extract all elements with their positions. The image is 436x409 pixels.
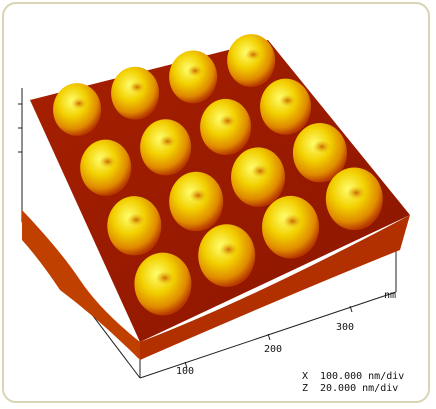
afm-image: nm 300 200 100 X 100.000 nm/div Z 20.000…	[0, 0, 436, 409]
bump-pit	[283, 214, 303, 228]
tick-label: 200	[264, 344, 282, 355]
bump-pit	[99, 155, 117, 168]
bump-pit	[159, 135, 177, 148]
bump-pit	[251, 164, 270, 178]
bump	[169, 50, 217, 103]
bump	[53, 83, 101, 136]
bump-pit	[71, 98, 88, 110]
tick-label: 300	[336, 322, 354, 333]
bump-pit	[189, 189, 208, 203]
bump-pit	[279, 94, 297, 107]
scale-value: 100.000 nm/div	[320, 371, 404, 382]
bump	[227, 34, 275, 87]
bump-pit	[312, 140, 331, 154]
tick-label: 100	[176, 366, 194, 377]
bump-pit	[129, 81, 146, 93]
scale-axis: X	[302, 371, 308, 382]
bump-pit	[127, 213, 146, 227]
bump	[111, 67, 159, 120]
unit-label: nm	[384, 290, 396, 301]
bump-pit	[219, 242, 239, 256]
bump-pit	[245, 49, 262, 61]
scale-value: 20.000 nm/div	[320, 383, 398, 394]
page: nm 300 200 100 X 100.000 nm/div Z 20.000…	[0, 0, 436, 409]
bump-pit	[346, 186, 366, 200]
bump-pit	[155, 271, 175, 285]
bump-pit	[187, 65, 204, 77]
bump-pit	[219, 115, 237, 128]
scale-axis: Z	[302, 383, 308, 394]
